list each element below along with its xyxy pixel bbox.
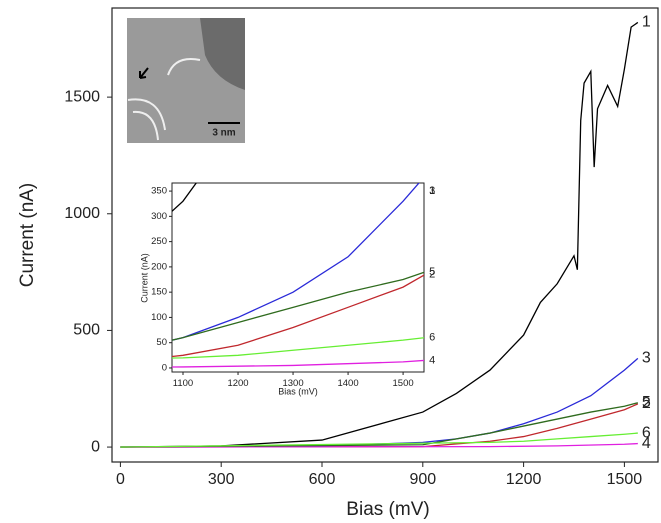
series-line [120, 442, 638, 448]
series-line [120, 21, 639, 448]
x-tick-label: 1500 [607, 471, 643, 488]
scale-bar-label: 3 nm [212, 128, 235, 139]
x-tick-label: 900 [409, 471, 436, 488]
x-tick-label: 1100 [173, 378, 193, 389]
y-tick-label: 50 [156, 337, 167, 348]
series-label: 1 [429, 185, 435, 197]
inset-frame [171, 182, 425, 373]
x-tick-label: 1200 [506, 471, 542, 488]
x-tick-label: 1400 [337, 378, 358, 389]
y-tick-label: 250 [151, 236, 167, 247]
series-line [120, 403, 639, 448]
series-line [120, 402, 639, 448]
series-label: 4 [429, 354, 435, 366]
tem-image [127, 18, 245, 143]
series-line [172, 274, 424, 358]
series-label: 2 [642, 395, 651, 412]
x-tick-label: 300 [208, 471, 235, 488]
x-tick-label: 1200 [227, 378, 248, 389]
series-label: 5 [642, 394, 651, 411]
series-line [172, 183, 420, 341]
x-axis-label: Bias (mV) [346, 499, 429, 520]
x-tick-label: 600 [309, 471, 336, 488]
inset-y-label: Current (nA) [139, 253, 149, 303]
y-tick-label: 0 [162, 362, 167, 373]
x-tick-label: 1300 [282, 378, 303, 389]
series-line [120, 432, 638, 448]
series-label: 5 [429, 266, 435, 278]
series-line [172, 337, 424, 359]
y-tick-label: 100 [151, 312, 167, 323]
y-tick-label: 300 [151, 211, 167, 222]
series-line [172, 359, 424, 368]
y-tick-label: 150 [151, 287, 167, 298]
y-tick-label: 350 [151, 186, 167, 197]
series-label: 3 [642, 350, 651, 367]
series-line [172, 271, 424, 341]
series-group [120, 21, 639, 448]
x-tick-label: 1500 [393, 378, 414, 389]
y-tick-label: 500 [73, 322, 100, 339]
y-tick-label: 1000 [64, 205, 100, 222]
y-tick-label: 0 [91, 438, 100, 455]
series-label: 2 [429, 268, 435, 280]
series-label: 6 [429, 332, 435, 344]
series-label: 4 [642, 435, 651, 452]
series-group [172, 183, 424, 368]
y-tick-label: 200 [151, 261, 167, 272]
series-label: 6 [642, 424, 651, 441]
y-axis-label: Current (nA) [17, 183, 38, 288]
series-label: 1 [642, 14, 651, 31]
x-tick-label: 0 [116, 471, 125, 488]
y-tick-label: 1500 [64, 88, 100, 105]
inset-x-label: Bias (mV) [278, 386, 318, 396]
plot-frame [111, 7, 659, 463]
series-label: 3 [429, 185, 435, 197]
